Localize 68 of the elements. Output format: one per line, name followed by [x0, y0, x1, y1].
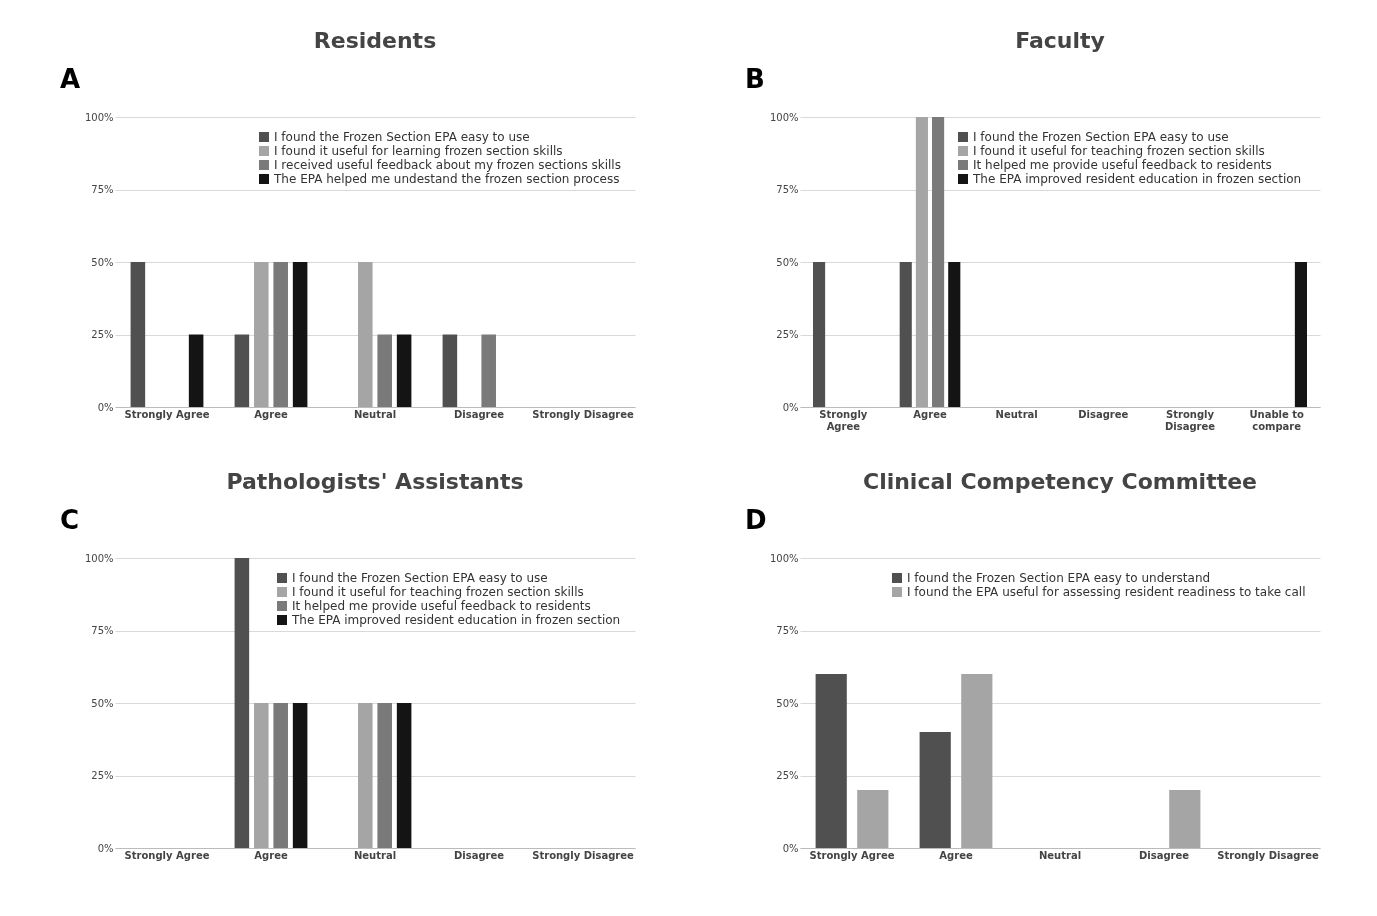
x-tick-label: Agree: [939, 849, 973, 861]
legend-label: I found it useful for teaching frozen section skills: [973, 144, 1265, 158]
y-tick-label: 0%: [97, 401, 114, 413]
y-tick-label: 100%: [769, 552, 799, 564]
y-tick-label: 50%: [776, 256, 799, 268]
legend-label: The EPA improved resident education in frozen section: [972, 172, 1302, 186]
y-tick-label: 50%: [91, 697, 114, 709]
y-tick-label: 0%: [782, 401, 799, 413]
y-tick-label: 0%: [97, 842, 114, 854]
x-tick-label: Strongly Disagree: [1164, 408, 1216, 432]
legend-label: I found the Frozen Section EPA easy to use: [292, 571, 548, 585]
y-tick-label: 25%: [91, 329, 114, 340]
legend-label: The EPA improved resident education in frozen section: [291, 613, 621, 627]
chart-title: Residents: [313, 28, 437, 53]
y-tick-label: 100%: [84, 552, 114, 564]
x-tick-label: Agree: [254, 408, 288, 420]
bar: [815, 674, 847, 848]
y-tick-label: 75%: [91, 625, 114, 636]
legend-label: The EPA helped me undestand the frozen section process: [273, 172, 620, 186]
x-tick-label: Strongly Disagree: [1217, 849, 1319, 861]
x-tick-label: Strongly Disagree: [532, 849, 634, 861]
x-tick-label: Strongly Disagree: [532, 408, 634, 420]
x-tick-label: Strongly Agree: [124, 408, 210, 420]
x-tick-label: Agree: [913, 408, 947, 420]
chart-title: Faculty: [1015, 28, 1105, 53]
x-tick-label: Neutral: [353, 408, 397, 420]
x-tick-label: Strongly Agree: [124, 849, 210, 861]
y-tick-label: 25%: [776, 329, 799, 340]
legend-label: I found the Frozen Section EPA easy to understand: [907, 571, 1211, 585]
y-tick-label: 50%: [91, 256, 114, 268]
x-tick-label: Agree: [254, 849, 288, 861]
legend-label: I received useful feedback about my frozen sections skills: [274, 158, 621, 172]
legend-label: It helped me provide useful feedback to residents: [973, 158, 1272, 172]
y-tick-label: 75%: [776, 625, 799, 636]
chart-title: Clinical Competency Committee: [862, 469, 1258, 494]
x-tick-label: Disagree: [1138, 849, 1190, 861]
bar: [1169, 790, 1201, 848]
x-tick-label: Strongly Agree: [809, 849, 895, 861]
x-tick-label: Strongly Agree: [819, 408, 868, 432]
y-tick-label: 100%: [769, 111, 799, 123]
chart-title: Pathologists' Assistants: [226, 469, 524, 494]
x-tick-label: Disagree: [453, 408, 505, 420]
y-tick-label: 75%: [776, 184, 799, 195]
x-tick-label: Disagree: [1078, 408, 1129, 420]
y-tick-label: 25%: [91, 770, 114, 781]
bar: [919, 732, 951, 848]
text: B: [745, 64, 765, 94]
legend-label: I found the Frozen Section EPA easy to use: [973, 130, 1229, 144]
y-tick-label: 50%: [776, 697, 799, 709]
x-tick-label: Neutral: [1038, 849, 1082, 861]
x-tick-label: Neutral: [995, 408, 1038, 420]
x-tick-label: Neutral: [353, 849, 397, 861]
bar: [857, 790, 889, 848]
x-tick-label: Unable to compare: [1249, 408, 1305, 432]
legend-label: It helped me provide useful feedback to residents: [292, 599, 591, 613]
y-tick-label: 75%: [91, 184, 114, 195]
y-tick-label: 25%: [776, 770, 799, 781]
text: A: [60, 64, 81, 94]
text: C: [60, 505, 80, 535]
legend-label: I found it useful for teaching frozen section skills: [292, 585, 584, 599]
bar: [961, 674, 993, 848]
legend-label: I found it useful for learning frozen section skills: [274, 144, 563, 158]
legend-label: I found the Frozen Section EPA easy to use: [274, 130, 530, 144]
x-tick-label: Disagree: [453, 849, 505, 861]
legend-label: I found the EPA useful for assessing resident readiness to take call: [907, 585, 1306, 599]
y-tick-label: 0%: [782, 842, 799, 854]
y-tick-label: 100%: [84, 111, 114, 123]
text: D: [745, 505, 767, 535]
